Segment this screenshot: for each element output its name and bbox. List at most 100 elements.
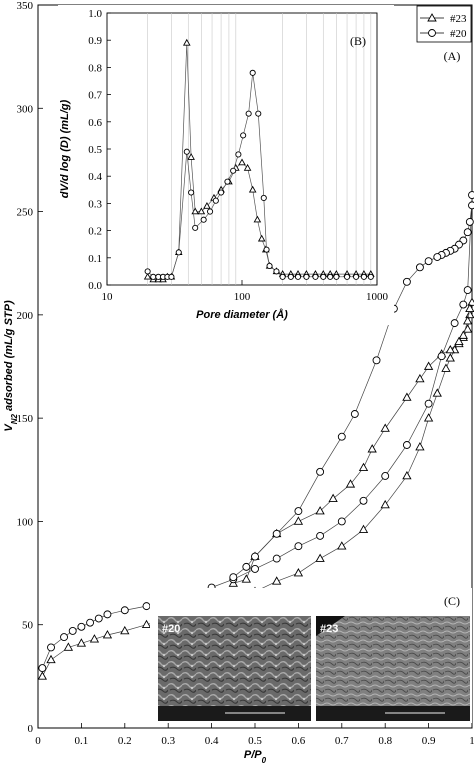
series-23-adsorption-point bbox=[76, 638, 87, 647]
inset-series-23-point bbox=[243, 163, 252, 171]
series-23-adsorption-point bbox=[37, 671, 48, 680]
series-23-adsorption-point bbox=[315, 553, 325, 562]
sem-inset: (C) #20 #23 bbox=[150, 588, 472, 723]
series-20-desorption-point bbox=[424, 257, 433, 266]
inset-y-tick-label: 0.7 bbox=[88, 90, 102, 102]
series-20-desorption-point bbox=[433, 253, 442, 261]
series-20-adsorption-point bbox=[424, 399, 433, 408]
inset-series-20-point bbox=[367, 273, 374, 280]
series-23-desorption-point bbox=[358, 462, 369, 472]
sem-image-23-texture bbox=[316, 616, 470, 721]
inset-y-tick-label: 0.6 bbox=[88, 117, 102, 129]
inset-y-tick-label: 0.0 bbox=[88, 280, 102, 292]
inset-series-23-point bbox=[182, 38, 191, 46]
series-20-desorption-point bbox=[251, 552, 259, 561]
series-20-adsorption-point bbox=[468, 191, 474, 199]
series-20-adsorption-point bbox=[337, 517, 346, 526]
sem-image-23-label: #23 bbox=[320, 623, 338, 635]
inset-series-20-point bbox=[240, 132, 247, 139]
series-20-adsorption-point bbox=[402, 441, 411, 449]
series-20-adsorption-line bbox=[41, 194, 473, 669]
series-23-adsorption-point bbox=[432, 388, 442, 397]
inset-series-20-point bbox=[327, 273, 334, 280]
series-23-desorption-point bbox=[402, 392, 412, 401]
series-23-adsorption-point bbox=[358, 524, 369, 534]
series-20-desorption-point bbox=[463, 228, 472, 237]
series-23-desorption-point bbox=[328, 493, 338, 503]
inset-series-23-point bbox=[253, 215, 262, 223]
inset-y-tick-label: 0.3 bbox=[88, 198, 102, 210]
series-20-adsorption-point bbox=[251, 564, 259, 573]
series-20-adsorption-point bbox=[86, 618, 95, 627]
series-20-adsorption-point bbox=[60, 633, 68, 642]
inset-series-20-point bbox=[312, 273, 319, 280]
series-20-adsorption-point bbox=[381, 472, 390, 480]
main-axis-ticks: 0 0.1 0.2 0.3 0.4 0.5 0.6 0.7 0.8 0.9 105010015020… bbox=[17, 0, 474, 747]
main-x-tick-label: 0.7 bbox=[335, 735, 349, 747]
inset-y-tick-label: 1.0 bbox=[88, 8, 102, 20]
series-23-adsorption-point bbox=[293, 568, 304, 577]
series-20-desorption-point bbox=[272, 529, 281, 538]
series-20-adsorption-point bbox=[120, 606, 129, 615]
series-20-desorption-point bbox=[415, 263, 424, 272]
series-23-adsorption-point bbox=[402, 470, 412, 480]
inset-series-20-point bbox=[150, 273, 157, 280]
inset-x-tick-label: 1000 bbox=[366, 291, 389, 303]
series-20-adsorption-point bbox=[450, 319, 459, 328]
inset-y-tick-label: 0.4 bbox=[88, 171, 102, 183]
sem-image-23-dark-corner bbox=[316, 616, 345, 636]
series-20-adsorption-point bbox=[316, 531, 325, 540]
isotherm-plot: 0 0.1 0.2 0.3 0.4 0.5 0.6 0.7 0.8 0.9 105010015020… bbox=[3, 0, 474, 765]
series-23-desorption-point bbox=[345, 479, 356, 488]
main-x-tick-label: 0.8 bbox=[378, 735, 392, 747]
series-23-adsorption-point bbox=[120, 625, 130, 635]
inset-series-20-point bbox=[188, 189, 195, 196]
main-y-tick-label: 250 bbox=[17, 207, 34, 219]
main-y-tick-label: 300 bbox=[17, 103, 34, 115]
inset-series-20-point bbox=[249, 69, 256, 76]
main-x-axis-label: P/P0 bbox=[244, 749, 267, 765]
series-23-adsorption-point bbox=[423, 413, 434, 422]
inset-series-20-point bbox=[235, 151, 242, 158]
main-series bbox=[37, 191, 474, 680]
inset-series-23-point bbox=[238, 158, 246, 166]
series-23-adsorption-point bbox=[445, 353, 455, 362]
main-x-tick-label: 0 bbox=[35, 735, 41, 747]
inset-series-20-point bbox=[255, 110, 262, 117]
inset-series-20-point bbox=[224, 178, 231, 185]
series-20-adsorption-point bbox=[38, 664, 47, 673]
main-x-tick-label: 0.4 bbox=[205, 735, 219, 747]
legend-label-23: #23 bbox=[450, 13, 467, 25]
panel-label-b: (B) bbox=[350, 34, 366, 48]
series-20-desorption-point bbox=[468, 201, 474, 210]
inset-series-20-point bbox=[200, 216, 207, 223]
inset-y-tick-label: 0.2 bbox=[88, 226, 102, 238]
inset-y-tick-label: 0.8 bbox=[88, 62, 102, 74]
inset-series-20-point bbox=[266, 262, 273, 270]
series-23-desorption-point bbox=[423, 361, 434, 370]
series-23-adsorption-point bbox=[89, 634, 100, 643]
inset-series-20-point bbox=[353, 273, 360, 280]
main-y-tick-label: 50 bbox=[22, 620, 34, 632]
series-23-adsorption-point bbox=[380, 499, 390, 509]
main-y-axis-label: VN2 adsorbed (mL/g STP) bbox=[3, 300, 19, 432]
series-20-adsorption-point bbox=[463, 286, 472, 295]
sem-image-20: #20 bbox=[158, 616, 311, 721]
main-x-tick-label: 0.5 bbox=[248, 735, 262, 747]
inset-series-23-point bbox=[197, 207, 206, 215]
series-20-adsorption-point bbox=[294, 542, 303, 551]
inset-y-tick-label: 0.5 bbox=[88, 144, 102, 156]
series-20-desorption-point bbox=[465, 217, 474, 226]
series-20-adsorption-point bbox=[437, 352, 446, 361]
panel-label-c: (C) bbox=[444, 594, 460, 608]
series-20-adsorption-point bbox=[68, 626, 77, 635]
main-y-tick-label: 150 bbox=[17, 413, 34, 425]
legend-label-20: #20 bbox=[450, 28, 467, 40]
main-x-tick-label: 1 bbox=[469, 735, 474, 747]
inset-series-20-point bbox=[212, 197, 219, 204]
main-x-tick-label: 0.2 bbox=[118, 735, 132, 747]
inset-series-23-point bbox=[187, 153, 195, 160]
inset-series-20-point bbox=[287, 273, 294, 280]
series-20-desorption-point bbox=[229, 573, 238, 582]
inset-series-20-point bbox=[168, 273, 175, 280]
